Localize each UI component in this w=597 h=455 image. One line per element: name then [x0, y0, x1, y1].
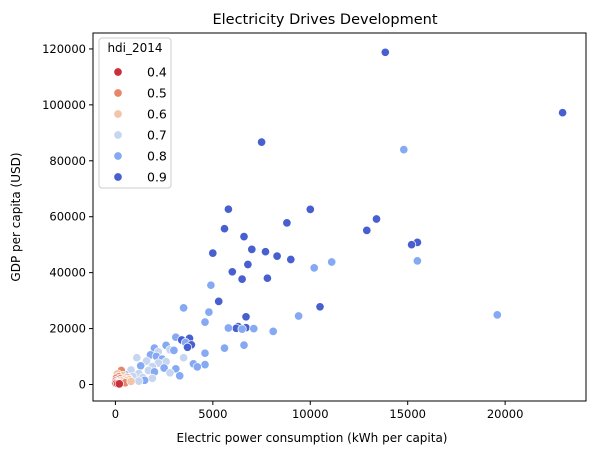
- data-point: [247, 244, 257, 254]
- chart-title: Electricity Drives Development: [212, 12, 437, 28]
- data-point: [305, 204, 315, 214]
- data-point: [282, 218, 292, 228]
- data-point: [239, 340, 249, 350]
- y-tick-label: 60000: [49, 210, 86, 224]
- data-point: [262, 273, 272, 283]
- legend-label: 0.6: [147, 107, 167, 122]
- data-point: [114, 379, 124, 389]
- data-point: [223, 204, 233, 214]
- y-tick-label: 0: [79, 378, 86, 392]
- x-tick-label: 15000: [389, 407, 426, 421]
- y-axis-label: GDP per capita (USD): [9, 152, 23, 281]
- y-tick-label: 120000: [42, 42, 86, 56]
- data-point: [241, 312, 251, 322]
- legend-entries: 0.4 0.5 0.6 0.7 0.8 0.9: [113, 65, 167, 185]
- data-point: [315, 302, 325, 312]
- legend-marker: [113, 67, 123, 77]
- data-point: [132, 353, 142, 363]
- data-point: [492, 310, 502, 320]
- data-point: [200, 317, 210, 327]
- legend-marker: [113, 88, 123, 98]
- y-tick-label: 20000: [49, 322, 86, 336]
- data-point: [159, 363, 169, 373]
- data-point: [237, 274, 247, 284]
- data-point: [206, 280, 216, 290]
- data-point: [200, 360, 210, 370]
- data-point: [134, 376, 144, 386]
- legend-label: 0.5: [147, 86, 167, 101]
- data-point: [243, 259, 253, 270]
- data-point: [223, 323, 233, 333]
- data-point: [175, 371, 185, 381]
- legend-label: 0.7: [147, 128, 167, 143]
- data-point: [179, 303, 189, 313]
- data-point: [200, 348, 210, 358]
- legend-marker: [113, 130, 123, 140]
- data-point: [371, 214, 382, 224]
- data-point: [412, 256, 422, 266]
- data-point: [309, 263, 319, 273]
- y-tick-label: 100000: [42, 98, 86, 112]
- y-axis-ticks: 0 20000 40000 60000 80000 100000 120000: [42, 42, 93, 392]
- data-point: [182, 342, 193, 352]
- x-axis-label: Electric power consumption (kWh per capi…: [176, 431, 447, 445]
- data-point: [136, 361, 146, 371]
- data-point: [249, 324, 259, 334]
- points-layer: [111, 47, 568, 389]
- data-point: [558, 108, 568, 118]
- data-point: [214, 296, 224, 306]
- data-point: [239, 232, 249, 242]
- legend: hdi_2014 0.4 0.5 0.6 0.7 0.8 0.9: [98, 37, 172, 189]
- data-point: [268, 326, 278, 336]
- data-point: [219, 224, 230, 234]
- legend-marker: [113, 109, 123, 119]
- data-point: [380, 47, 390, 57]
- legend-label: 0.9: [147, 170, 167, 185]
- data-point: [257, 137, 267, 147]
- data-point: [169, 345, 179, 355]
- data-point: [362, 225, 372, 235]
- data-point: [179, 353, 189, 363]
- data-point: [272, 251, 282, 261]
- x-tick-label: 5000: [198, 407, 227, 421]
- x-tick-label: 20000: [487, 407, 524, 421]
- legend-label: 0.8: [147, 149, 167, 164]
- legend-marker: [113, 172, 123, 182]
- y-tick-label: 40000: [49, 266, 86, 280]
- data-point: [294, 311, 304, 321]
- data-point: [399, 145, 409, 155]
- y-tick-label: 80000: [49, 154, 86, 168]
- data-point: [327, 257, 337, 267]
- data-point: [208, 248, 218, 258]
- x-tick-label: 10000: [292, 407, 329, 421]
- data-point: [204, 307, 214, 317]
- data-point: [227, 267, 237, 277]
- x-axis-ticks: 0 5000 10000 15000 20000: [112, 401, 524, 421]
- data-point: [219, 343, 230, 353]
- data-point: [407, 240, 417, 250]
- data-point: [237, 324, 247, 334]
- data-point: [147, 373, 157, 383]
- x-tick-label: 0: [112, 407, 119, 421]
- data-point: [192, 362, 202, 372]
- data-point: [260, 247, 271, 257]
- data-point: [286, 254, 296, 265]
- legend-title: hdi_2014: [107, 41, 162, 55]
- data-point: [142, 356, 152, 366]
- legend-marker: [113, 151, 123, 161]
- data-point: [165, 368, 175, 378]
- data-point: [126, 376, 136, 386]
- legend-label: 0.4: [147, 65, 167, 80]
